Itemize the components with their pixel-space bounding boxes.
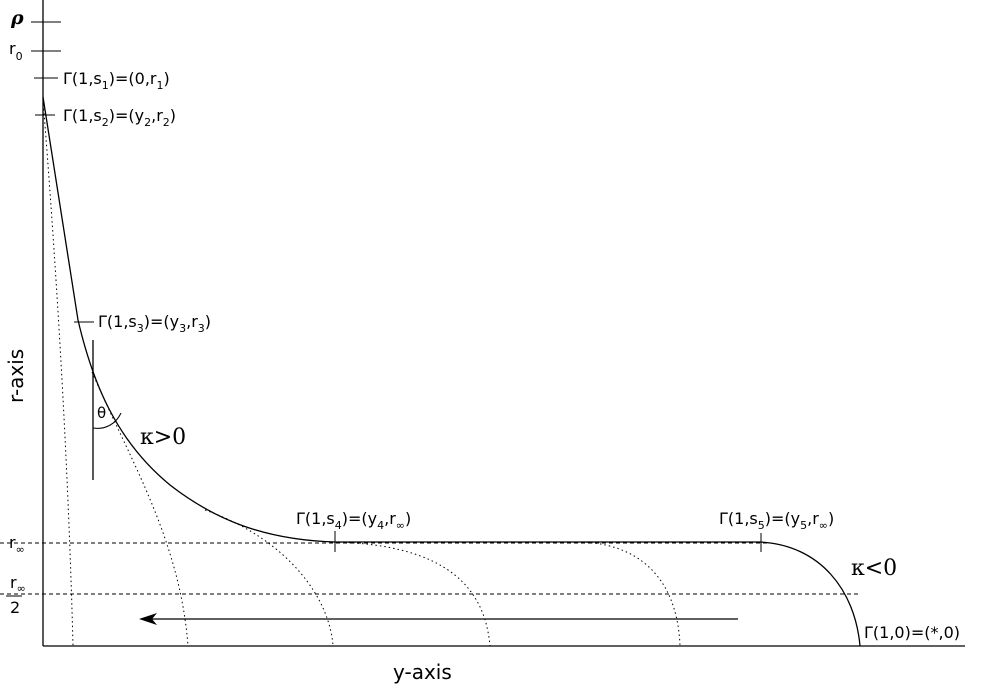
r0-label: r0 [9, 39, 23, 63]
gamma-s1-label: Γ(1,s1)=(0,r1) [63, 69, 170, 92]
y-axis-title: r-axis [4, 349, 28, 403]
dotted-curve-5 [581, 541, 681, 647]
main-curve [42, 96, 861, 647]
gamma-s3-label: Γ(1,s3)=(y3,r3) [98, 312, 211, 335]
dotted-curve-3 [204, 509, 334, 647]
r-infinity-half-label: r∞ 2 [6, 573, 26, 617]
rho-label: ρ [10, 7, 24, 29]
gamma-s2-label: Γ(1,s2)=(y2,r2) [63, 106, 176, 129]
direction-arrow-head [139, 613, 157, 625]
kappa-positive-label: κ>0 [140, 425, 186, 450]
gamma-origin-label: Γ(1,0)=(*,0) [864, 623, 960, 642]
gamma-s4-label: Γ(1,s4)=(y4,r∞) [296, 509, 411, 532]
angle-theta-arc [92, 412, 122, 429]
kappa-negative-label: κ<0 [851, 556, 897, 581]
x-axis-title: y-axis [393, 660, 452, 684]
svg-text:2: 2 [10, 598, 20, 617]
svg-text:r∞: r∞ [10, 573, 26, 595]
theta-label: θ [97, 404, 106, 422]
dotted-curve-1 [42, 99, 74, 647]
dotted-curve-2 [91, 371, 189, 647]
r-infinity-label: r∞ [9, 533, 25, 556]
gamma-s5-label: Γ(1,s5)=(y5,r∞) [719, 509, 834, 532]
